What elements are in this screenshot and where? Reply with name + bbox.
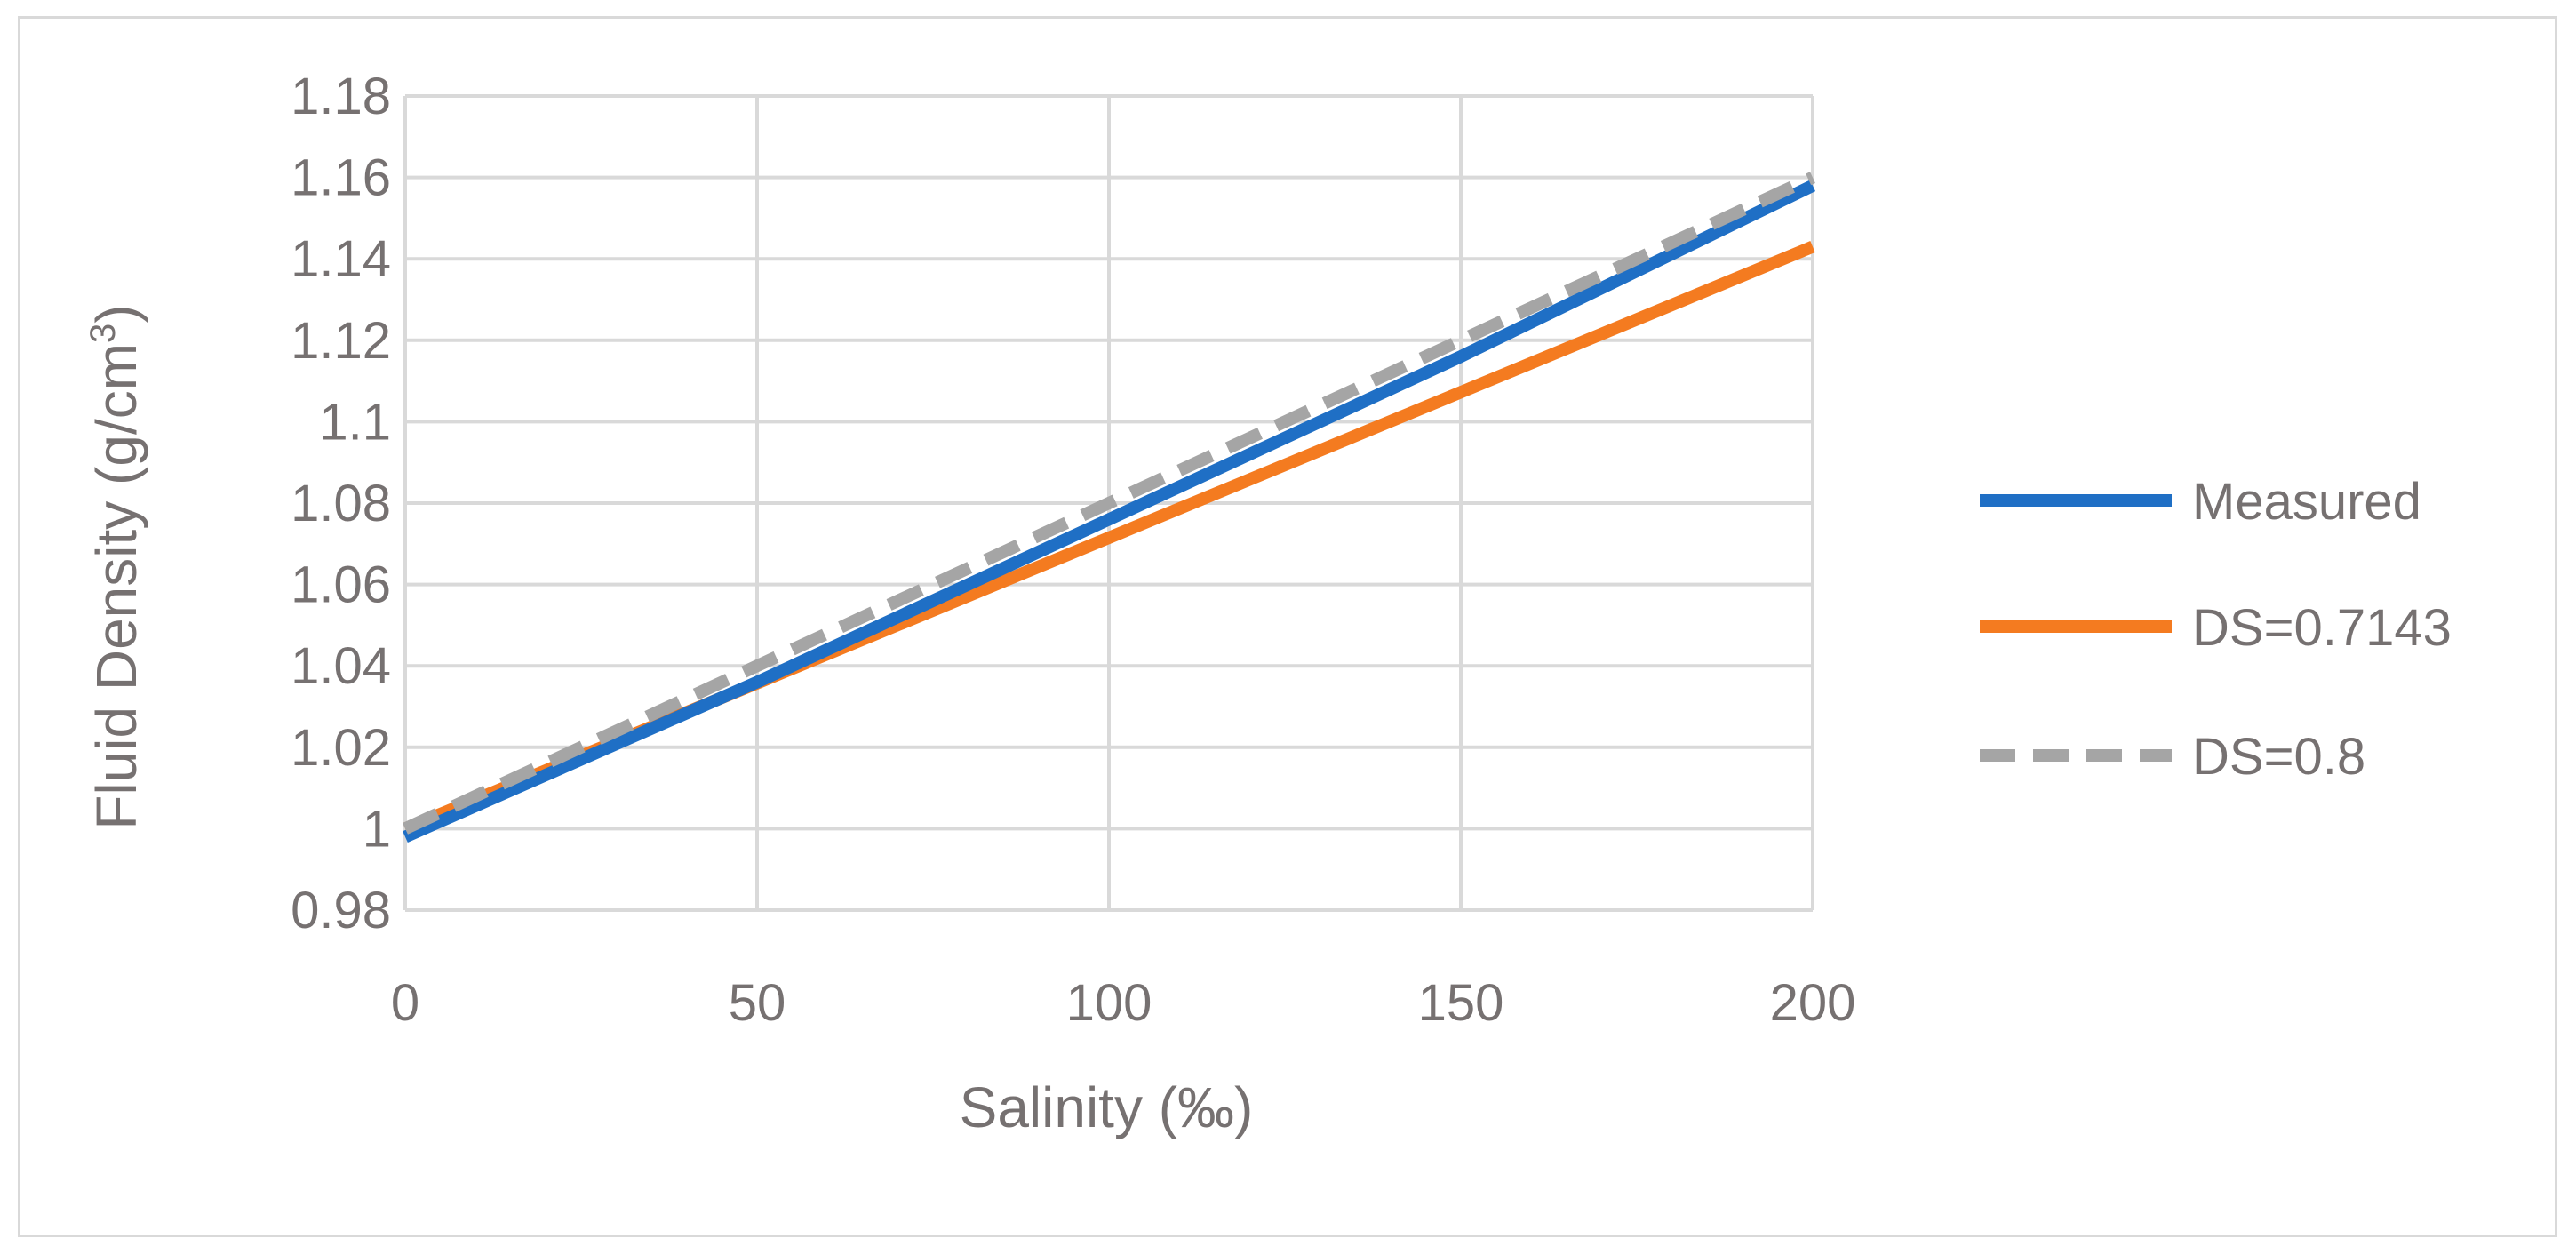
y-tick-label: 1 — [363, 800, 391, 858]
y-tick-label: 0.98 — [291, 882, 391, 939]
y-tick-label: 1.04 — [291, 637, 391, 695]
legend-label: DS=0.7143 — [2192, 599, 2452, 657]
y-axis-title: Fluid Density (g/cm3) — [84, 304, 148, 829]
legend-label: DS=0.8 — [2192, 728, 2365, 786]
y-axis-title-end: ) — [84, 304, 148, 323]
y-tick-label: 1.1 — [319, 393, 391, 451]
y-tick-label: 1.08 — [291, 475, 391, 532]
y-tick-label: 1.16 — [291, 149, 391, 207]
x-tick-label: 50 — [729, 974, 786, 1032]
y-axis-title-superscript: 3 — [84, 324, 123, 343]
y-axis-title-main: Fluid Density (g/cm — [84, 343, 148, 830]
legend-label: Measured — [2192, 473, 2421, 531]
series-line-ds-0-8 — [403, 172, 1815, 835]
grid — [403, 94, 1814, 912]
x-tick-label: 100 — [1066, 974, 1152, 1032]
x-tick-label: 200 — [1770, 974, 1856, 1032]
y-tick-label: 1.06 — [291, 556, 391, 614]
y-tick-label: 1.12 — [291, 312, 391, 370]
y-tick-label: 1.18 — [291, 68, 391, 125]
x-axis-title: Salinity (‰) — [960, 1075, 1254, 1139]
tick-labels: 0.98 1 1.02 1.04 1.06 1.08 1.1 1.12 1.14 1.16 1.18… — [291, 68, 1855, 1032]
series-line-measured — [403, 180, 1816, 843]
x-tick-label: 0 — [391, 974, 419, 1032]
legend: Measured DS=0.7143 DS=0.8 — [1980, 473, 2452, 786]
y-tick-label: 1.14 — [291, 230, 391, 288]
y-tick-label: 1.02 — [291, 719, 391, 777]
x-tick-label: 150 — [1418, 974, 1504, 1032]
series-lines — [403, 172, 1816, 843]
